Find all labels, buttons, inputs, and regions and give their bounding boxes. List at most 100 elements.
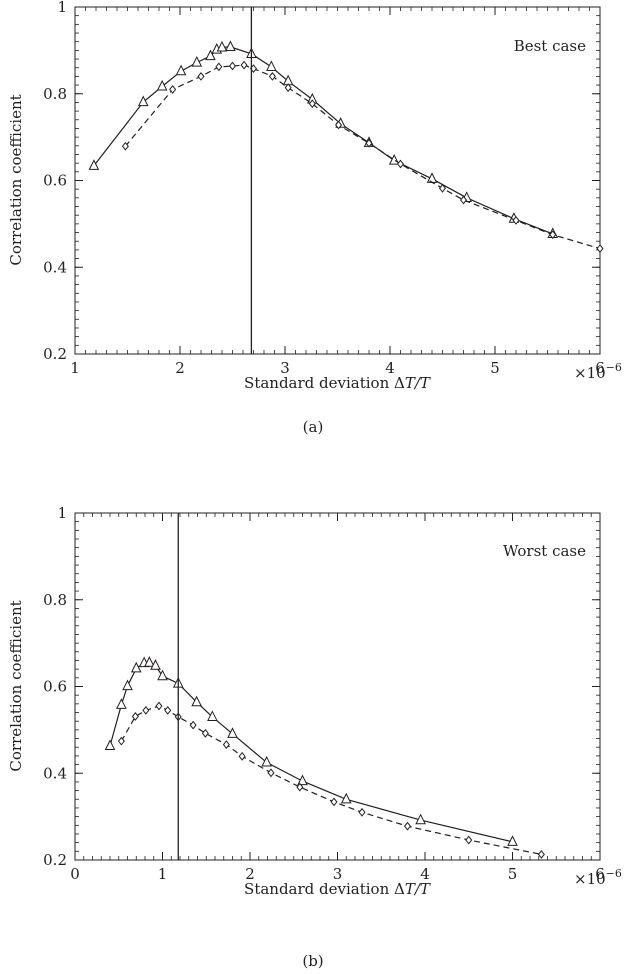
y-tick-label: 1 bbox=[57, 0, 67, 16]
y-tick-labels: 0.2 0.4 0.6 0.8 1 bbox=[43, 504, 67, 869]
triangle-marker bbox=[191, 56, 203, 67]
triangle-marker bbox=[507, 835, 518, 846]
diamond-marker bbox=[284, 83, 292, 93]
x-tick-label: 0 bbox=[70, 865, 80, 883]
triangle-marker bbox=[340, 792, 352, 804]
diamond-series-line bbox=[124, 64, 601, 250]
y-tick-label: 0.4 bbox=[43, 258, 67, 276]
case-annotation: Best case bbox=[514, 37, 586, 55]
series-group bbox=[104, 656, 545, 859]
diamond-marker bbox=[121, 141, 129, 151]
diamond-marker bbox=[197, 71, 205, 81]
diamond-marker bbox=[142, 705, 150, 715]
panel-caption: (a) bbox=[303, 418, 324, 436]
diamond-marker bbox=[189, 720, 197, 730]
triangle-marker bbox=[175, 64, 187, 76]
diamond-marker bbox=[240, 60, 248, 70]
y-tick-label: 0.8 bbox=[43, 591, 67, 609]
diamond-marker bbox=[228, 61, 237, 71]
diamond-marker bbox=[268, 71, 276, 81]
diamond-marker bbox=[164, 705, 172, 715]
x-axis-label-variable: T/T bbox=[405, 374, 431, 392]
x-axis-label-prefix: Standard deviation Δ bbox=[244, 880, 405, 898]
x-tick-label: 1 bbox=[70, 359, 80, 377]
series-group bbox=[88, 40, 604, 253]
diamond-marker bbox=[403, 821, 412, 831]
triangle-marker bbox=[207, 710, 218, 721]
x-tick-labels: 0 1 2 3 4 5 6 bbox=[70, 865, 605, 883]
diamond-marker bbox=[215, 62, 223, 72]
multiplier-base: ×10 bbox=[574, 870, 606, 888]
triangle-marker bbox=[415, 813, 426, 825]
diamond-marker bbox=[396, 159, 405, 169]
diamond-marker bbox=[512, 216, 520, 225]
diamond-marker bbox=[596, 244, 604, 253]
y-tick-label: 0.8 bbox=[43, 85, 67, 103]
triangle-marker bbox=[137, 95, 149, 107]
chart-panel-a: 1 2 3 4 5 6 0.2 0.4 0.6 0.8 1 Best case Correlati… bbox=[7, 0, 622, 436]
x-tick-label: 3 bbox=[280, 359, 290, 377]
triangle-marker bbox=[116, 698, 127, 709]
triangle-marker bbox=[297, 774, 308, 786]
triangle-marker bbox=[191, 695, 202, 707]
plot-frame bbox=[74, 512, 601, 861]
x-axis-label-variable: T/T bbox=[405, 880, 431, 898]
diamond-marker bbox=[131, 712, 139, 721]
plot-frame bbox=[74, 6, 601, 355]
x-axis-label: Standard deviation ΔT/T bbox=[244, 880, 431, 898]
x-tick-label: 6 bbox=[595, 865, 605, 883]
triangle-marker bbox=[205, 49, 216, 61]
x-tick-label: 5 bbox=[508, 865, 518, 883]
minor-ticks bbox=[75, 7, 600, 354]
y-tick-labels: 0.2 0.4 0.6 0.8 1 bbox=[43, 0, 67, 363]
diamond-marker bbox=[308, 99, 316, 109]
multiplier-exponent: −6 bbox=[606, 867, 622, 880]
triangle-marker bbox=[261, 755, 272, 767]
y-tick-label: 0.6 bbox=[43, 678, 67, 696]
triangle-marker bbox=[388, 154, 400, 165]
triangle-marker bbox=[156, 79, 168, 91]
diamond-marker bbox=[365, 138, 373, 148]
x-tick-label: 6 bbox=[595, 359, 605, 377]
diamond-marker bbox=[201, 728, 209, 738]
y-axis-label: Correlation coefficient bbox=[7, 600, 25, 771]
diamond-marker bbox=[155, 701, 163, 711]
diamond-marker bbox=[335, 120, 343, 130]
triangle-marker bbox=[216, 40, 228, 52]
x-tick-label: 5 bbox=[490, 359, 500, 377]
triangle-series-line bbox=[109, 661, 513, 843]
x-axis-label-prefix: Standard deviation Δ bbox=[244, 374, 405, 392]
x-tick-label: 2 bbox=[175, 359, 185, 377]
diamond-marker bbox=[459, 195, 468, 205]
diamond-marker bbox=[222, 740, 230, 750]
diamond-marker bbox=[358, 807, 366, 817]
x-tick-label: 1 bbox=[158, 865, 168, 883]
multiplier-exponent: −6 bbox=[606, 361, 622, 374]
triangle-marker bbox=[104, 739, 116, 751]
diamond-marker bbox=[267, 768, 275, 778]
diamond-marker bbox=[169, 85, 177, 94]
major-ticks bbox=[74, 6, 601, 355]
diamond-marker bbox=[537, 849, 545, 859]
multiplier-base: ×10 bbox=[574, 364, 606, 382]
triangle-marker bbox=[266, 60, 277, 71]
y-tick-label: 0.2 bbox=[43, 345, 67, 363]
x-axis-multiplier: ×10−6 bbox=[574, 361, 622, 382]
x-tick-label: 4 bbox=[420, 865, 430, 883]
y-tick-label: 0.6 bbox=[43, 172, 67, 190]
x-tick-label: 4 bbox=[385, 359, 395, 377]
diamond-marker bbox=[438, 183, 447, 193]
minor-ticks bbox=[75, 513, 600, 860]
triangle-marker bbox=[225, 40, 236, 52]
y-axis-label: Correlation coefficient bbox=[7, 94, 25, 265]
diamond-marker bbox=[238, 751, 246, 761]
triangle-marker bbox=[144, 656, 155, 667]
triangle-marker bbox=[227, 727, 238, 738]
diamond-marker bbox=[117, 736, 125, 746]
x-tick-labels: 1 2 3 4 5 6 bbox=[70, 359, 605, 377]
x-tick-label: 3 bbox=[333, 865, 343, 883]
y-tick-label: 0.2 bbox=[43, 851, 67, 869]
triangle-marker bbox=[130, 661, 142, 673]
triangle-marker bbox=[122, 679, 133, 691]
